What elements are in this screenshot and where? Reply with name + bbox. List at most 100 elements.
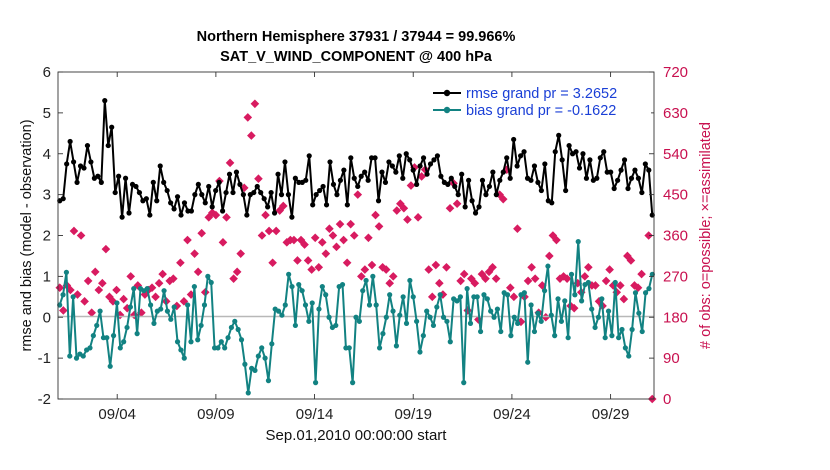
assimilated-obs-marker [527, 262, 536, 272]
assimilated-obs-marker [243, 113, 253, 122]
bias-point [117, 345, 123, 351]
rmse-point [195, 181, 201, 188]
assimilated-obs-marker [314, 262, 324, 272]
y-tick-label: 5 [43, 105, 51, 122]
bias-point [400, 294, 406, 300]
assimilated-obs-marker [456, 276, 465, 286]
rmse-point [365, 177, 371, 183]
assimilated-obs-marker [264, 226, 274, 236]
assimilated-obs-marker [176, 258, 185, 268]
bias-point [94, 322, 100, 329]
rmse-point [490, 169, 496, 175]
assimilated-obs-marker [530, 274, 540, 283]
bias-point [414, 318, 420, 324]
bias-point [616, 335, 622, 341]
assimilated-obs-marker [360, 265, 370, 274]
bias-point [393, 343, 400, 349]
bias-point [296, 281, 302, 288]
bias-point [275, 308, 282, 314]
bias-point [228, 324, 235, 331]
bias-point [383, 314, 389, 320]
rmse-point [157, 163, 163, 169]
rmse-point [608, 169, 614, 175]
bias-point [602, 335, 608, 341]
bias-point [279, 312, 285, 318]
assimilated-obs-marker [442, 262, 451, 272]
rmse-point [362, 169, 368, 175]
bias-point [232, 318, 238, 324]
bias-point [508, 333, 514, 339]
assimilated-obs-marker [591, 281, 600, 290]
x-tick-label: 09/19 [394, 406, 432, 423]
assimilated-obs-marker [481, 274, 490, 283]
rmse-point [400, 175, 406, 181]
rmse-point [642, 161, 648, 167]
rmse-point [233, 169, 240, 175]
rmse-point [60, 196, 66, 202]
assimilated-obs-marker [119, 294, 128, 304]
bias-point [555, 296, 561, 302]
rmse-point [88, 159, 94, 165]
rmse-point [317, 187, 323, 194]
assimilated-obs-marker [381, 265, 391, 274]
rmse-point [116, 173, 122, 179]
assimilated-obs-marker [310, 233, 320, 243]
assimilated-obs-marker [98, 278, 107, 288]
assimilated-obs-marker [218, 238, 228, 247]
rmse-point [427, 161, 434, 167]
rmse-point [334, 192, 340, 198]
rmse-point [258, 189, 264, 196]
y2-tick-label: 720 [663, 64, 688, 81]
bias-point [134, 331, 140, 337]
assimilated-obs-marker [158, 269, 167, 279]
bias-point [191, 283, 197, 290]
assimilated-obs-marker [466, 274, 476, 283]
bias-point [255, 353, 261, 359]
rmse-point [303, 177, 309, 183]
rmse-point [133, 183, 139, 190]
assimilated-obs-marker [204, 213, 214, 222]
bias-point [104, 335, 110, 341]
axes-ticks: 09/04 09/09 09/14 09/19 09/24 09/29-2-1012345… [38, 64, 688, 423]
y-tick-label: 6 [43, 64, 51, 81]
rmse-point [202, 200, 208, 206]
rmse-point [199, 192, 205, 198]
assimilated-obs-marker [76, 231, 86, 240]
assimilated-obs-marker [328, 231, 338, 240]
rmse-point [628, 175, 635, 181]
bias-point [373, 302, 379, 308]
rmse-point [330, 181, 337, 188]
assimilated-obs-marker [424, 265, 434, 274]
assimilated-obs-marker [615, 281, 625, 290]
assimilated-obs-marker [545, 251, 554, 261]
assimilated-obs-marker [208, 208, 217, 218]
rmse-point [271, 210, 278, 216]
bias-point [575, 239, 581, 245]
y2-tick-label: 90 [663, 350, 680, 367]
rmse-point [161, 179, 167, 185]
rmse-point [504, 155, 510, 161]
bias-point [366, 302, 373, 308]
rmse-point [420, 155, 427, 161]
rmse-point [448, 175, 454, 181]
rmse-point [282, 159, 288, 165]
bias-point [144, 286, 150, 292]
rmse-point [244, 212, 250, 218]
rmse-point [625, 185, 631, 192]
assimilated-obs-marker [346, 219, 355, 229]
bias-point [417, 349, 423, 355]
bias-point [642, 290, 649, 296]
bias-point [592, 324, 598, 331]
bias-point [626, 353, 632, 359]
rmse-point [507, 175, 513, 181]
assimilated-obs-marker [637, 269, 646, 279]
rmse-point [306, 153, 312, 159]
assimilated-obs-marker [101, 244, 111, 254]
rmse-point [601, 149, 607, 155]
rmse-point [573, 149, 579, 155]
rmse-point [178, 212, 184, 218]
assimilated-obs-marker [374, 222, 384, 231]
bias-point [114, 300, 120, 306]
bias-point [430, 322, 437, 329]
